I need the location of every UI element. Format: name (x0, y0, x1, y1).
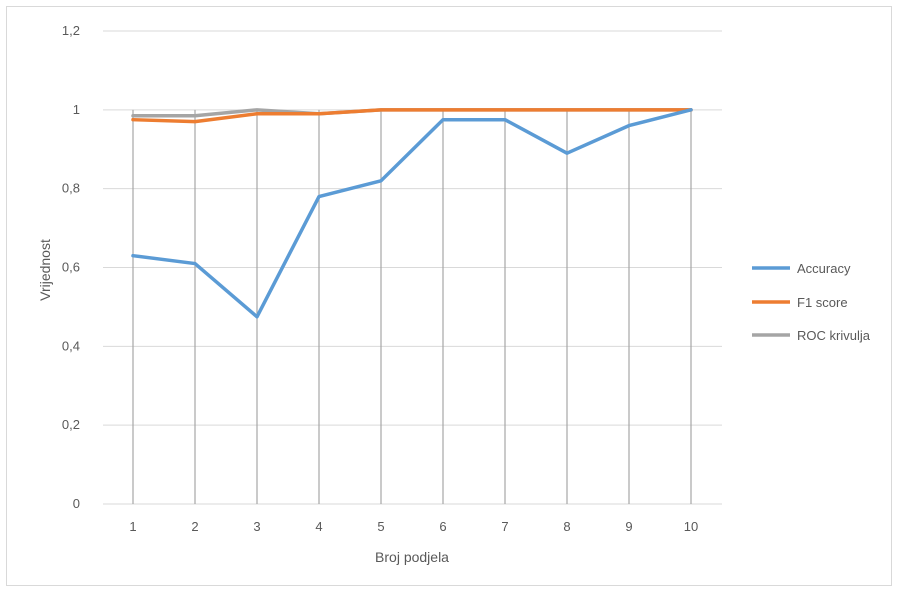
y-tick-label: 0,4 (62, 338, 80, 353)
x-tick-label: 3 (253, 519, 260, 534)
y-tick-label: 1,2 (62, 23, 80, 38)
x-tick-label: 10 (684, 519, 698, 534)
legend-label: Accuracy (797, 261, 851, 276)
legend-label: F1 score (797, 295, 848, 310)
x-axis-title: Broj podjela (375, 549, 449, 565)
legend: Accuracy F1 score ROC krivulja (752, 261, 871, 343)
series-lines (131, 108, 693, 319)
x-tick-label: 7 (501, 519, 508, 534)
y-tick-label: 0,6 (62, 260, 80, 275)
chart-frame (6, 6, 892, 586)
y-axis-ticks: 0 0,2 0,4 0,6 0,8 1 1,2 (62, 23, 80, 511)
x-tick-label: 1 (129, 519, 136, 534)
gridlines (103, 30, 722, 505)
y-tick-label: 1 (73, 102, 80, 117)
x-axis-ticks: 1 2 3 4 5 6 7 8 9 10 (129, 519, 698, 534)
y-tick-label: 0 (73, 496, 80, 511)
x-tick-label: 5 (377, 519, 384, 534)
x-tick-label: 4 (315, 519, 322, 534)
y-tick-label: 0,2 (62, 417, 80, 432)
x-tick-label: 9 (625, 519, 632, 534)
x-tick-label: 6 (439, 519, 446, 534)
series-line-accuracy (131, 108, 693, 319)
legend-label: ROC krivulja (797, 328, 871, 343)
x-tick-label: 8 (563, 519, 570, 534)
series-line-f1-score (131, 108, 693, 124)
y-axis-title: Vrijednost (37, 239, 53, 301)
y-tick-label: 0,8 (62, 181, 80, 196)
x-tick-label: 2 (191, 519, 198, 534)
